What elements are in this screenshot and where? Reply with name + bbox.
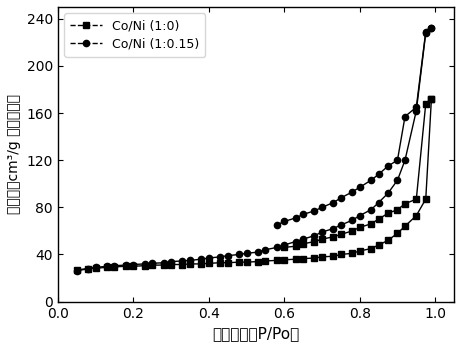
Co/Ni (1:0) <box>85 267 91 271</box>
Co/Ni (1:0.15) <box>74 269 79 273</box>
Co/Ni (1:0.15) <box>149 261 155 266</box>
Co/Ni (1:0) <box>319 255 325 259</box>
Co/Ni (1:0.15) <box>168 260 174 264</box>
Co/Ni (1:0) <box>357 249 362 253</box>
Co/Ni (1:0.15) <box>236 252 242 256</box>
Co/Ni (1:0.15) <box>338 223 343 227</box>
Co/Ni (1:0.15) <box>130 262 136 267</box>
Co/Ni (1:0) <box>423 197 429 201</box>
Co/Ni (1:0) <box>112 265 117 269</box>
Co/Ni (1:0) <box>149 263 155 267</box>
Co/Ni (1:0) <box>301 256 306 261</box>
Y-axis label: 吸附量（cm³/g 标准状态）: 吸附量（cm³/g 标准状态） <box>7 94 21 214</box>
Co/Ni (1:0) <box>187 262 193 266</box>
Co/Ni (1:0) <box>74 268 79 272</box>
Co/Ni (1:0) <box>142 263 148 268</box>
Co/Ni (1:0.15) <box>349 218 355 222</box>
Co/Ni (1:0) <box>236 260 242 264</box>
Co/Ni (1:0.15) <box>331 227 336 231</box>
Line: Co/Ni (1:0): Co/Ni (1:0) <box>74 96 435 273</box>
Co/Ni (1:0.15) <box>414 109 419 113</box>
Co/Ni (1:0) <box>244 260 249 264</box>
Co/Ni (1:0) <box>402 224 408 228</box>
Co/Ni (1:0.15) <box>180 259 185 263</box>
Co/Ni (1:0.15) <box>255 250 260 254</box>
Co/Ni (1:0) <box>331 254 336 258</box>
Co/Ni (1:0.15) <box>301 237 306 241</box>
Co/Ni (1:0) <box>263 259 268 263</box>
Co/Ni (1:0) <box>429 97 434 101</box>
Co/Ni (1:0) <box>312 256 317 260</box>
Co/Ni (1:0.15) <box>402 158 408 162</box>
Co/Ni (1:0) <box>255 260 260 264</box>
Co/Ni (1:0.15) <box>429 26 434 30</box>
Co/Ni (1:0.15) <box>112 263 117 268</box>
Co/Ni (1:0.15) <box>385 191 391 195</box>
Co/Ni (1:0) <box>104 266 110 270</box>
Co/Ni (1:0) <box>385 238 391 243</box>
Co/Ni (1:0.15) <box>312 234 317 238</box>
Co/Ni (1:0.15) <box>187 258 193 262</box>
Co/Ni (1:0.15) <box>104 264 110 268</box>
Co/Ni (1:0.15) <box>85 267 91 271</box>
Co/Ni (1:0.15) <box>142 262 148 266</box>
Co/Ni (1:0.15) <box>123 263 129 267</box>
Co/Ni (1:0) <box>206 261 212 266</box>
Co/Ni (1:0.15) <box>217 255 223 259</box>
Co/Ni (1:0) <box>225 261 230 265</box>
Co/Ni (1:0) <box>282 258 287 262</box>
Co/Ni (1:0.15) <box>199 257 204 261</box>
Co/Ni (1:0.15) <box>93 266 98 270</box>
Co/Ni (1:0) <box>349 251 355 255</box>
Co/Ni (1:0) <box>130 264 136 268</box>
Co/Ni (1:0) <box>338 252 343 256</box>
Co/Ni (1:0) <box>93 266 98 270</box>
Co/Ni (1:0.15) <box>376 200 381 205</box>
Co/Ni (1:0.15) <box>161 261 166 265</box>
Co/Ni (1:0.15) <box>293 239 298 244</box>
X-axis label: 相对压力（P/Po）: 相对压力（P/Po） <box>213 326 300 341</box>
Co/Ni (1:0.15) <box>282 243 287 247</box>
Co/Ni (1:0.15) <box>206 256 212 260</box>
Co/Ni (1:0.15) <box>319 230 325 234</box>
Co/Ni (1:0) <box>293 257 298 261</box>
Co/Ni (1:0) <box>395 231 400 235</box>
Co/Ni (1:0) <box>217 261 223 265</box>
Co/Ni (1:0) <box>274 258 279 262</box>
Co/Ni (1:0) <box>199 262 204 266</box>
Co/Ni (1:0) <box>368 246 374 251</box>
Co/Ni (1:0) <box>376 243 381 247</box>
Line: Co/Ni (1:0.15): Co/Ni (1:0.15) <box>74 25 435 274</box>
Co/Ni (1:0) <box>161 263 166 267</box>
Co/Ni (1:0.15) <box>395 178 400 182</box>
Co/Ni (1:0.15) <box>225 254 230 258</box>
Co/Ni (1:0) <box>168 262 174 267</box>
Co/Ni (1:0.15) <box>357 214 362 218</box>
Co/Ni (1:0.15) <box>368 208 374 212</box>
Co/Ni (1:0.15) <box>423 31 429 35</box>
Co/Ni (1:0) <box>180 262 185 267</box>
Legend: Co/Ni (1:0), Co/Ni (1:0.15): Co/Ni (1:0), Co/Ni (1:0.15) <box>64 13 205 57</box>
Co/Ni (1:0.15) <box>263 248 268 252</box>
Co/Ni (1:0) <box>123 264 129 268</box>
Co/Ni (1:0.15) <box>274 245 279 250</box>
Co/Ni (1:0) <box>414 214 419 218</box>
Co/Ni (1:0.15) <box>244 251 249 255</box>
